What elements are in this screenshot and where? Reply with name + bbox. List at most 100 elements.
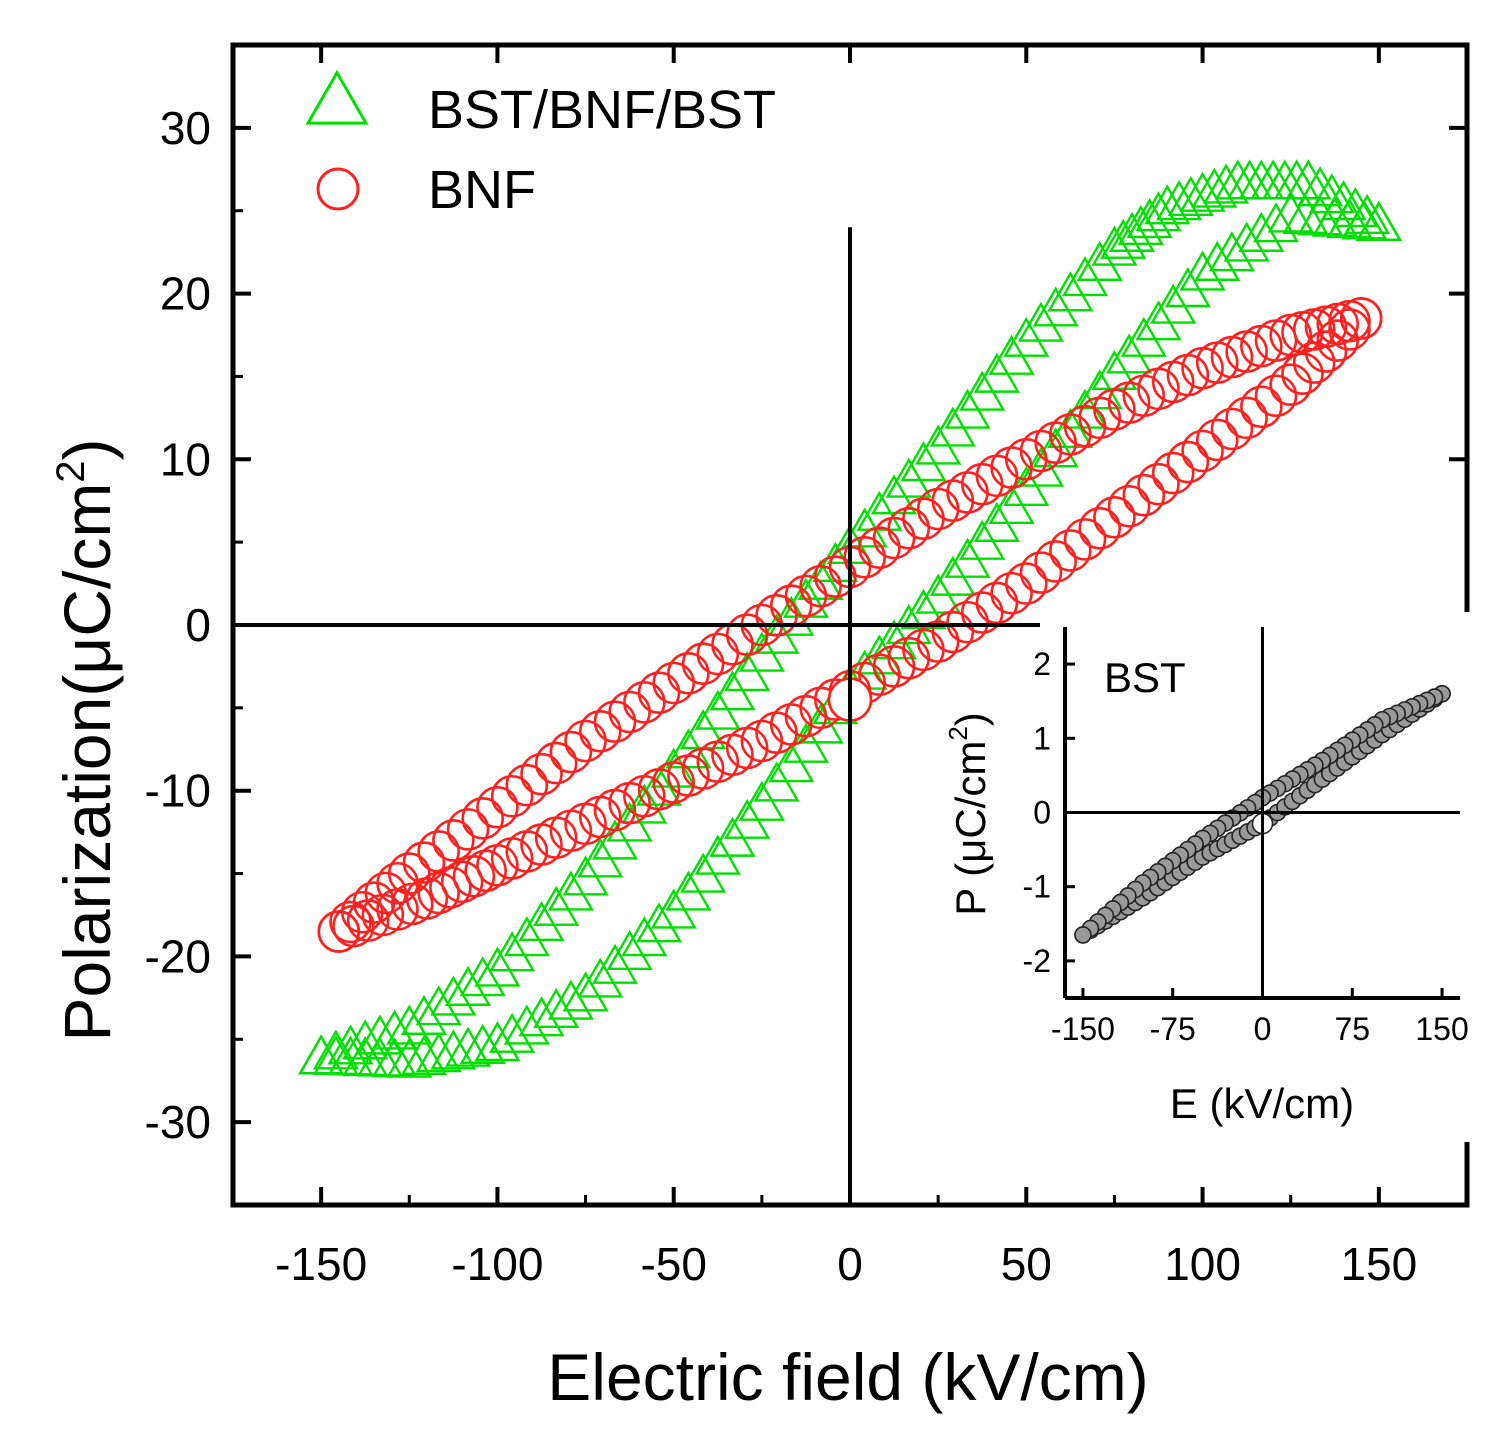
data-point xyxy=(452,855,496,898)
data-point xyxy=(1167,175,1214,217)
data-point xyxy=(858,526,901,569)
x-tick-label: 0 xyxy=(837,1238,863,1290)
data-point xyxy=(430,1029,477,1070)
data-point xyxy=(623,681,666,724)
data-point xyxy=(312,1029,359,1070)
inset-x-axis-title: E (kV/cm) xyxy=(1170,1080,1354,1127)
data-point xyxy=(1126,197,1173,239)
legend: BST/BNF/BST BNF xyxy=(305,69,776,220)
data-point xyxy=(432,819,475,862)
data-point xyxy=(1032,286,1079,327)
series-bnf xyxy=(317,297,1383,953)
data-point xyxy=(591,819,639,860)
inset-chart: -150 -75 0 75 150 -2 -1 0 1 2 BST E (kV/cm) P (μC… xyxy=(943,612,1480,1142)
data-point xyxy=(960,462,1004,506)
data-point xyxy=(1137,462,1180,506)
data-point xyxy=(667,652,710,695)
data-point xyxy=(549,730,593,774)
data-point xyxy=(459,1023,506,1064)
data-point xyxy=(784,574,828,618)
data-point xyxy=(1122,473,1166,517)
data-point xyxy=(1150,283,1197,324)
data-point xyxy=(547,979,594,1020)
data-point xyxy=(329,900,372,944)
data-point xyxy=(944,388,991,429)
data-point xyxy=(946,471,989,514)
data-point xyxy=(843,536,886,579)
data-point xyxy=(652,661,696,705)
data-point xyxy=(1214,159,1261,200)
data-point xyxy=(709,670,756,711)
data-point xyxy=(1019,551,1063,594)
data-point xyxy=(915,424,962,465)
data-point xyxy=(635,902,683,943)
legend-label-bnf: BNF xyxy=(428,160,536,220)
data-point xyxy=(1191,167,1238,208)
data-point xyxy=(520,752,563,796)
data-point xyxy=(872,645,916,688)
data-point xyxy=(1225,396,1268,440)
inset-x-tick-label: -75 xyxy=(1150,1011,1196,1047)
inset-y-tick-label: 2 xyxy=(1033,646,1051,682)
inset-y-tick-label: 0 xyxy=(1033,795,1051,831)
inset-x-tick-label: -150 xyxy=(1051,1011,1115,1047)
inset-tick-layer: -150 -75 0 75 150 -2 -1 0 1 2 xyxy=(1023,646,1469,1047)
data-point xyxy=(931,610,975,654)
data-point xyxy=(534,741,578,785)
data-point xyxy=(505,763,549,807)
data-point xyxy=(1061,255,1109,297)
y-tick-label: 10 xyxy=(160,433,211,485)
data-point xyxy=(371,1009,418,1050)
data-point xyxy=(446,808,490,851)
data-point xyxy=(518,900,565,942)
data-point xyxy=(916,487,960,531)
data-point xyxy=(1344,193,1391,235)
inset-x-tick-label: 0 xyxy=(1254,1011,1272,1047)
y-tick-label: -20 xyxy=(145,930,211,982)
data-point xyxy=(1240,385,1283,429)
data-point xyxy=(1078,507,1122,550)
data-point xyxy=(755,594,798,637)
data-point xyxy=(1269,363,1313,407)
data-point xyxy=(1179,171,1226,212)
data-point xyxy=(1108,211,1156,252)
x-tick-label: -100 xyxy=(451,1238,543,1290)
data-point xyxy=(696,632,740,676)
data-point xyxy=(1166,440,1210,484)
data-point xyxy=(960,591,1004,634)
y-tick-label: 0 xyxy=(185,599,211,651)
data-point xyxy=(916,620,960,663)
data-point xyxy=(1120,316,1167,357)
data-point xyxy=(1355,200,1402,241)
data-point xyxy=(417,871,460,915)
data-point xyxy=(591,943,639,984)
data-point xyxy=(417,830,460,873)
y-axis-title: Polarization(μC/cm2) xyxy=(49,438,124,1041)
data-point xyxy=(1074,926,1092,944)
data-point xyxy=(461,797,505,840)
data-point xyxy=(1047,271,1094,312)
x-axis-title: Electric field (kV/cm) xyxy=(547,1340,1148,1414)
y-tick-label: -10 xyxy=(145,765,211,817)
data-point xyxy=(1328,308,1371,351)
data-point xyxy=(1091,225,1138,266)
data-point xyxy=(872,516,916,560)
data-point xyxy=(1151,451,1195,495)
data-point xyxy=(356,1014,403,1055)
data-point xyxy=(711,623,754,666)
legend-label-bst-bnf-bst: BST/BNF/BST xyxy=(428,80,776,140)
data-point xyxy=(1004,562,1048,605)
data-point xyxy=(577,957,624,998)
data-point xyxy=(415,1032,462,1073)
data-point xyxy=(1135,191,1182,232)
data-point xyxy=(1281,352,1324,395)
data-point xyxy=(1076,240,1123,281)
x-tick-label: 150 xyxy=(1340,1238,1417,1290)
data-point xyxy=(606,929,653,971)
legend-marker-triangle xyxy=(305,69,369,125)
data-point xyxy=(1144,184,1191,225)
data-point xyxy=(931,479,975,523)
data-point xyxy=(1063,518,1107,561)
